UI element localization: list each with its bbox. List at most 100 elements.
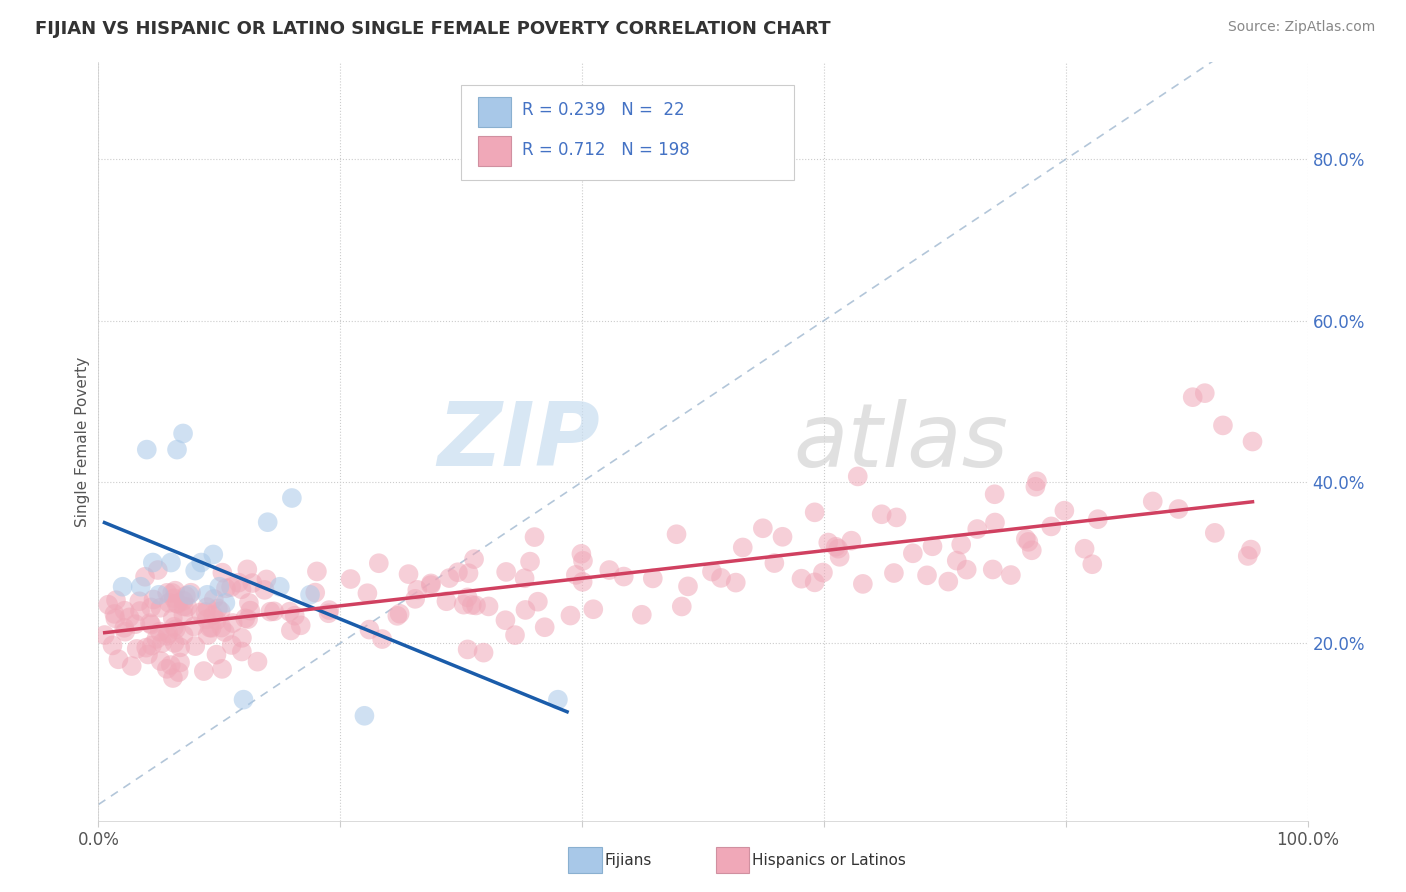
Point [139, 600, 162, 615]
Point [201, 621, 224, 635]
Point [156, 662, 179, 676]
Point [983, 487, 1005, 501]
Point [103, 607, 125, 621]
Point [945, 554, 967, 568]
Point [118, 610, 141, 624]
Point [827, 541, 849, 556]
Point [202, 548, 225, 562]
Point [472, 646, 495, 660]
Point [569, 547, 592, 561]
Point [318, 606, 340, 620]
Point [184, 564, 207, 578]
Point [560, 608, 582, 623]
Point [724, 575, 747, 590]
Point [503, 628, 526, 642]
Point [169, 640, 191, 655]
Point [339, 572, 361, 586]
Point [700, 565, 723, 579]
Point [318, 603, 340, 617]
Point [101, 639, 124, 653]
Point [208, 580, 231, 594]
Point [841, 533, 863, 548]
Point [112, 621, 135, 635]
Point [228, 575, 250, 590]
Point [803, 505, 825, 519]
Text: FIJIAN VS HISPANIC OR LATINO SINGLE FEMALE POVERTY CORRELATION CHART: FIJIAN VS HISPANIC OR LATINO SINGLE FEMA… [35, 20, 831, 37]
Point [240, 576, 263, 591]
Point [190, 556, 212, 570]
Point [852, 577, 875, 591]
Point [179, 588, 201, 602]
Point [420, 576, 443, 591]
Point [195, 600, 218, 615]
Point [353, 708, 375, 723]
Point [215, 582, 238, 596]
Point [1053, 503, 1076, 517]
Point [104, 611, 127, 625]
Point [142, 556, 165, 570]
Point [124, 617, 146, 632]
Point [371, 632, 394, 646]
Point [163, 591, 186, 606]
Point [205, 648, 228, 662]
Point [160, 556, 183, 570]
Point [290, 618, 312, 632]
Point [160, 586, 183, 600]
Text: R = 0.712   N = 198: R = 0.712 N = 198 [522, 141, 689, 159]
Point [752, 521, 775, 535]
Point [598, 563, 620, 577]
Point [915, 568, 938, 582]
Point [93, 628, 115, 642]
Point [1142, 494, 1164, 508]
Text: Source: ZipAtlas.com: Source: ZipAtlas.com [1227, 20, 1375, 34]
Point [214, 596, 236, 610]
Point [453, 598, 475, 612]
Text: Hispanics or Latinos: Hispanics or Latinos [752, 854, 905, 868]
Point [278, 605, 301, 619]
Point [150, 636, 173, 650]
Point [135, 640, 157, 655]
Point [166, 597, 188, 611]
Point [457, 591, 479, 605]
Point [883, 566, 905, 580]
Point [477, 599, 499, 614]
Point [269, 580, 291, 594]
Point [165, 622, 187, 636]
Point [641, 571, 664, 585]
Point [209, 604, 232, 618]
Point [966, 522, 988, 536]
Point [1017, 534, 1039, 549]
Point [447, 566, 470, 580]
Point [513, 571, 536, 585]
Point [494, 613, 516, 627]
Point [198, 621, 221, 635]
Text: R = 0.239   N =  22: R = 0.239 N = 22 [522, 101, 685, 120]
Point [162, 611, 184, 625]
Point [1024, 480, 1046, 494]
Point [129, 604, 152, 618]
Point [936, 574, 959, 589]
Point [195, 612, 218, 626]
Point [149, 654, 172, 668]
Point [142, 592, 165, 607]
Point [1212, 418, 1234, 433]
Point [817, 535, 839, 549]
Point [676, 579, 699, 593]
Point [238, 596, 260, 610]
Point [141, 639, 163, 653]
Point [404, 591, 426, 606]
Point [398, 567, 420, 582]
Point [387, 608, 409, 623]
Point [173, 628, 195, 642]
Point [180, 585, 202, 599]
Point [523, 530, 546, 544]
Point [304, 585, 326, 599]
Point [111, 580, 134, 594]
Point [129, 580, 152, 594]
Point [515, 603, 537, 617]
Point [211, 621, 233, 635]
Point [174, 589, 197, 603]
Point [630, 607, 652, 622]
Point [114, 604, 136, 618]
Point [921, 539, 943, 553]
